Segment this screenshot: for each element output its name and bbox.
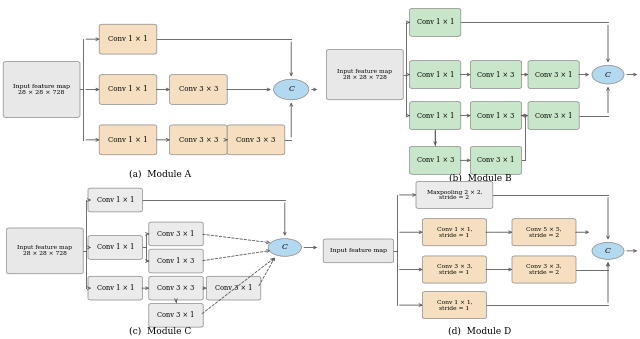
Text: C: C xyxy=(282,243,288,252)
Text: Conv 1 × 1: Conv 1 × 1 xyxy=(108,35,148,43)
Text: Conv 1 × 1: Conv 1 × 1 xyxy=(97,196,134,204)
FancyBboxPatch shape xyxy=(410,8,461,36)
Circle shape xyxy=(274,79,309,100)
Text: Conv 1 × 3: Conv 1 × 3 xyxy=(417,156,454,164)
FancyBboxPatch shape xyxy=(422,256,486,283)
FancyBboxPatch shape xyxy=(149,249,204,273)
FancyBboxPatch shape xyxy=(512,256,576,283)
FancyBboxPatch shape xyxy=(422,219,486,246)
FancyBboxPatch shape xyxy=(149,276,204,300)
Text: Conv 1 × 1,
stride = 1: Conv 1 × 1, stride = 1 xyxy=(436,300,472,311)
Circle shape xyxy=(592,242,624,259)
Text: Conv 3 × 3,
stride = 2: Conv 3 × 3, stride = 2 xyxy=(526,264,562,275)
Text: Conv 3 × 1: Conv 3 × 1 xyxy=(477,156,515,164)
Text: (c)  Module C: (c) Module C xyxy=(129,326,191,336)
Text: Input feature map: Input feature map xyxy=(330,248,387,253)
Text: Conv 1 × 1: Conv 1 × 1 xyxy=(97,284,134,292)
FancyBboxPatch shape xyxy=(149,222,204,246)
Text: Conv 3 × 3: Conv 3 × 3 xyxy=(179,136,218,144)
FancyBboxPatch shape xyxy=(206,276,261,300)
Text: C: C xyxy=(605,71,611,79)
FancyBboxPatch shape xyxy=(422,292,486,319)
Text: Conv 3 × 3: Conv 3 × 3 xyxy=(179,85,218,94)
Circle shape xyxy=(592,65,624,84)
Text: Conv 3 × 1: Conv 3 × 1 xyxy=(157,230,195,238)
Text: (d)  Module D: (d) Module D xyxy=(449,326,511,336)
Text: Conv 3 × 1: Conv 3 × 1 xyxy=(535,71,572,79)
FancyBboxPatch shape xyxy=(170,125,227,155)
FancyBboxPatch shape xyxy=(326,49,403,100)
Text: (a)  Module A: (a) Module A xyxy=(129,170,191,179)
Text: Conv 1 × 3: Conv 1 × 3 xyxy=(477,112,515,120)
FancyBboxPatch shape xyxy=(227,125,285,155)
FancyBboxPatch shape xyxy=(512,219,576,246)
FancyBboxPatch shape xyxy=(410,102,461,129)
Text: Input feature map
28 × 28 × 728: Input feature map 28 × 28 × 728 xyxy=(337,69,392,80)
FancyBboxPatch shape xyxy=(149,303,204,327)
Text: Conv 1 × 3: Conv 1 × 3 xyxy=(477,71,515,79)
FancyBboxPatch shape xyxy=(410,61,461,88)
Text: Maxpooling 2 × 2,
stride = 2: Maxpooling 2 × 2, stride = 2 xyxy=(427,190,482,200)
FancyBboxPatch shape xyxy=(88,188,142,212)
FancyBboxPatch shape xyxy=(323,239,394,263)
Text: Conv 1 × 1: Conv 1 × 1 xyxy=(417,18,454,26)
FancyBboxPatch shape xyxy=(470,61,522,88)
FancyBboxPatch shape xyxy=(3,62,80,118)
Text: Conv 1 × 1: Conv 1 × 1 xyxy=(108,136,148,144)
Text: Conv 1 × 1: Conv 1 × 1 xyxy=(97,243,134,252)
Text: Input feature map
28 × 28 × 728: Input feature map 28 × 28 × 728 xyxy=(13,84,70,95)
FancyBboxPatch shape xyxy=(99,75,157,104)
Text: Conv 1 × 1: Conv 1 × 1 xyxy=(417,71,454,79)
FancyBboxPatch shape xyxy=(470,102,522,129)
FancyBboxPatch shape xyxy=(88,236,142,259)
Text: Conv 3 × 3: Conv 3 × 3 xyxy=(157,284,195,292)
Text: Conv 1 × 1: Conv 1 × 1 xyxy=(417,112,454,120)
Text: Conv 3 × 3,
stride = 1: Conv 3 × 3, stride = 1 xyxy=(436,264,472,275)
FancyBboxPatch shape xyxy=(416,181,493,208)
FancyBboxPatch shape xyxy=(99,24,157,54)
Text: Conv 3 × 1: Conv 3 × 1 xyxy=(535,112,572,120)
Text: Conv 5 × 5,
stride = 2: Conv 5 × 5, stride = 2 xyxy=(526,227,562,238)
FancyBboxPatch shape xyxy=(528,61,579,88)
FancyBboxPatch shape xyxy=(410,146,461,174)
Text: Conv 1 × 3: Conv 1 × 3 xyxy=(157,257,195,265)
FancyBboxPatch shape xyxy=(88,276,142,300)
Text: C: C xyxy=(288,85,294,94)
FancyBboxPatch shape xyxy=(528,102,579,129)
Text: C: C xyxy=(605,247,611,255)
Text: Conv 3 × 3: Conv 3 × 3 xyxy=(236,136,276,144)
Text: Conv 3 × 1: Conv 3 × 1 xyxy=(215,284,252,292)
Text: Input feature map
28 × 28 × 728: Input feature map 28 × 28 × 728 xyxy=(17,245,72,256)
Text: Conv 1 × 1,
stride = 1: Conv 1 × 1, stride = 1 xyxy=(436,227,472,238)
Circle shape xyxy=(268,239,301,256)
FancyBboxPatch shape xyxy=(470,146,522,174)
Text: Conv 1 × 1: Conv 1 × 1 xyxy=(108,85,148,94)
FancyBboxPatch shape xyxy=(170,75,227,104)
FancyBboxPatch shape xyxy=(6,228,83,274)
Text: Conv 3 × 1: Conv 3 × 1 xyxy=(157,311,195,319)
Text: (b)  Module B: (b) Module B xyxy=(449,174,511,183)
FancyBboxPatch shape xyxy=(99,125,157,155)
